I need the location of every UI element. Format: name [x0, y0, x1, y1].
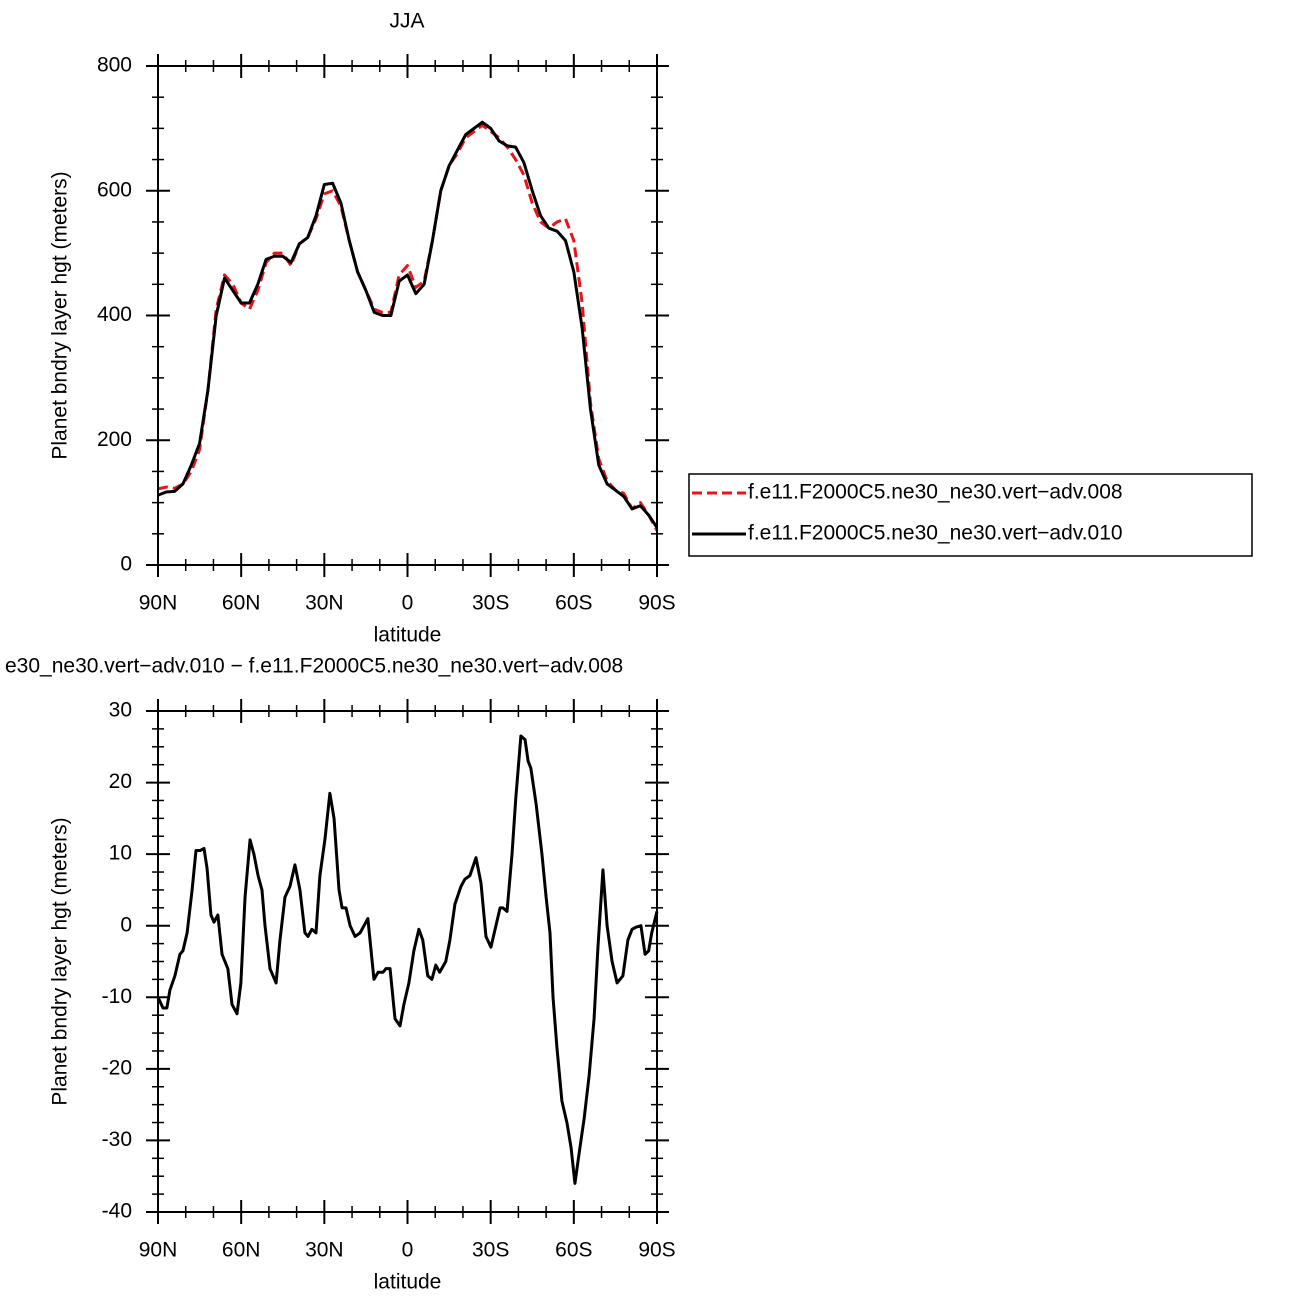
- y-tick-label: 20: [109, 770, 132, 793]
- chart-title: JJA: [389, 10, 424, 33]
- y-tick-label: -10: [102, 985, 132, 1008]
- x-tick-label: 30S: [472, 592, 509, 615]
- y-tick-label: 200: [97, 428, 132, 451]
- y-tick-label: 800: [97, 54, 132, 77]
- y-axis-label: Planet bndry layer hgt (meters): [49, 171, 72, 459]
- x-tick-label: 90S: [638, 1239, 675, 1262]
- data-line: [156, 734, 659, 1185]
- x-tick-label: 60S: [555, 1239, 592, 1262]
- y-tick-label: 400: [97, 303, 132, 326]
- y-tick-label: 600: [97, 178, 132, 201]
- x-axis-label: latitude: [374, 1271, 442, 1294]
- y-tick-label: -20: [102, 1056, 132, 1079]
- y-tick-label: 30: [109, 699, 132, 722]
- chart-title: e30_ne30.vert−adv.010 − f.e11.F2000C5.ne…: [5, 655, 623, 678]
- x-tick-label: 60S: [555, 592, 592, 615]
- x-tick-label: 30N: [305, 592, 344, 615]
- x-tick-label: 0: [402, 592, 414, 615]
- x-tick-label: 60N: [222, 592, 261, 615]
- x-tick-label: 60N: [222, 1239, 261, 1262]
- legend-label: f.e11.F2000C5.ne30_ne30.vert−adv.008: [748, 481, 1123, 504]
- x-axis-label: latitude: [374, 624, 442, 647]
- y-tick-label: -30: [102, 1128, 132, 1151]
- y-tick-label: 10: [109, 842, 132, 865]
- y-tick-label: 0: [120, 913, 132, 936]
- y-tick-label: -40: [102, 1200, 132, 1223]
- y-tick-label: 0: [120, 553, 132, 576]
- x-tick-label: 90N: [139, 1239, 178, 1262]
- data-line: [157, 120, 659, 529]
- legend-box: [688, 473, 1253, 557]
- x-tick-label: 90S: [638, 592, 675, 615]
- x-tick-label: 30S: [472, 1239, 509, 1262]
- legend-label: f.e11.F2000C5.ne30_ne30.vert−adv.010: [748, 522, 1123, 545]
- x-tick-label: 0: [402, 1239, 414, 1262]
- y-axis-label: Planet bndry layer hgt (meters): [49, 817, 72, 1105]
- x-tick-label: 30N: [305, 1239, 344, 1262]
- x-tick-label: 90N: [139, 592, 178, 615]
